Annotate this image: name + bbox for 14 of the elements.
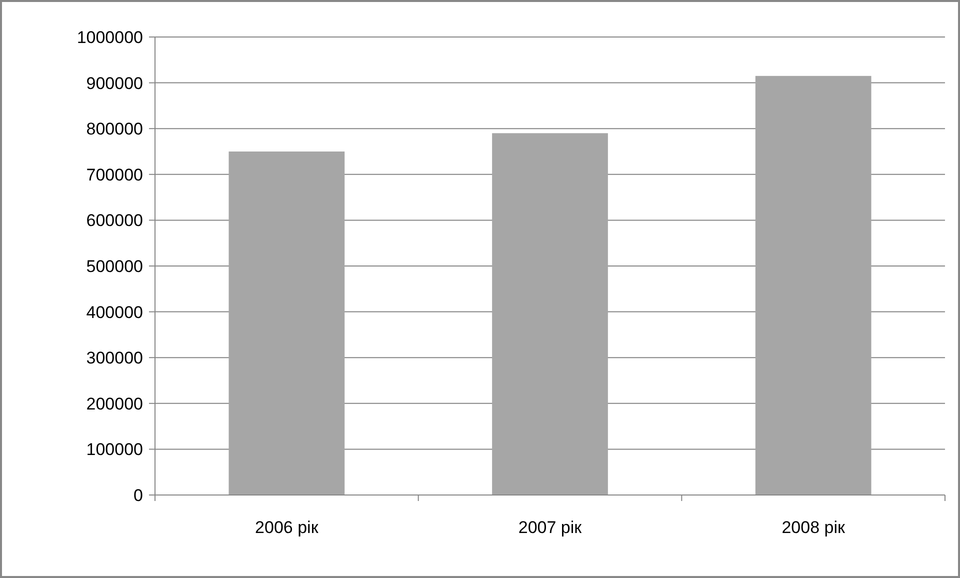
y-tick-label: 1000000 bbox=[76, 28, 143, 47]
y-tick-label: 500000 bbox=[86, 256, 143, 276]
y-tick-label: 300000 bbox=[86, 348, 143, 368]
y-tick-label: 800000 bbox=[86, 120, 143, 139]
y-tick-label: 400000 bbox=[86, 302, 143, 322]
y-tick-label: 600000 bbox=[86, 211, 143, 230]
x-tick-label: 2008 рік bbox=[782, 518, 846, 537]
x-tick-label: 2007 рік bbox=[518, 518, 582, 537]
x-tick-label: 2006 рік bbox=[255, 518, 319, 537]
y-tick-label: 0 bbox=[134, 486, 143, 505]
y-tick-label: 100000 bbox=[86, 440, 143, 460]
y-tick-label: 200000 bbox=[86, 394, 143, 414]
y-tick-label: 900000 bbox=[86, 74, 143, 93]
y-tick-label: 700000 bbox=[86, 165, 143, 184]
